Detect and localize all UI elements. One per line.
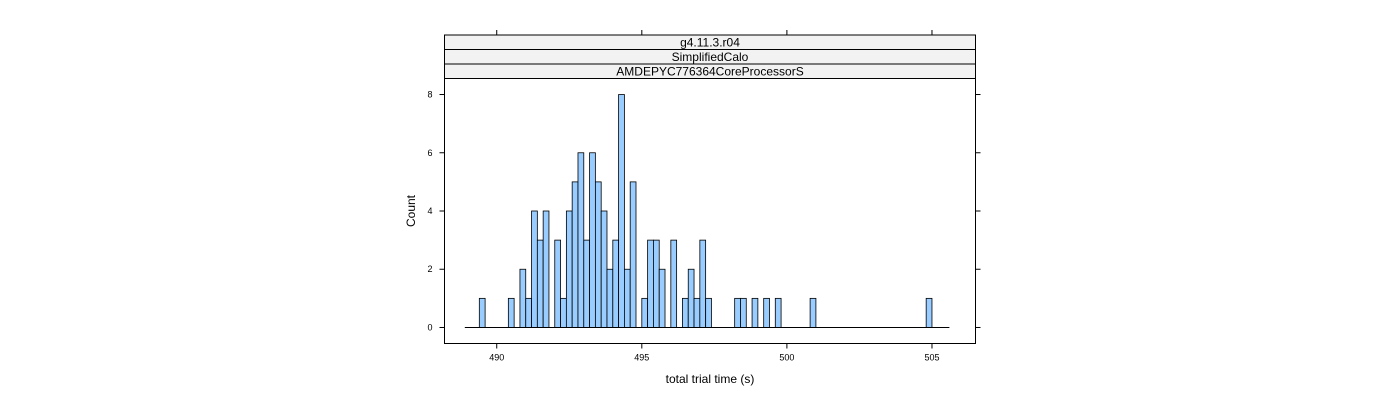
histogram-bar xyxy=(751,297,759,328)
histogram-bar xyxy=(624,268,631,328)
histogram-bar xyxy=(699,239,707,328)
histogram-bar xyxy=(565,210,573,328)
histogram-bars xyxy=(478,94,933,328)
strip-header-label: g4.11.3.r04 xyxy=(680,35,740,49)
histogram-bar xyxy=(641,297,649,328)
histogram-bar xyxy=(693,297,701,328)
y-tick-label: 2 xyxy=(427,264,432,274)
histogram-bar xyxy=(571,181,579,328)
histogram-bar xyxy=(612,239,619,328)
histogram-bar xyxy=(554,239,561,328)
x-tick-label: 500 xyxy=(779,353,794,363)
histogram-bar xyxy=(740,297,747,328)
x-tick-label: 495 xyxy=(634,353,649,363)
x-tick-label: 505 xyxy=(924,353,939,363)
strip-header-label: SimplifiedCalo xyxy=(672,50,749,64)
y-tick-label: 8 xyxy=(427,90,432,100)
x-axis-label: total trial time (s) xyxy=(666,372,755,386)
histogram-bar xyxy=(542,210,550,328)
strip-headers: g4.11.3.r04SimplifiedCaloAMDEPYC776364Co… xyxy=(444,34,976,79)
histogram-bar xyxy=(589,152,596,328)
histogram-bar xyxy=(763,297,770,328)
histogram-bar xyxy=(705,297,712,328)
histogram-bar xyxy=(519,268,527,328)
histogram-bar xyxy=(687,268,695,328)
histogram-bar xyxy=(525,297,532,328)
histogram-bar xyxy=(658,268,666,328)
histogram-bar xyxy=(531,210,538,328)
x-axis-ticks: 490 495 500 505 xyxy=(489,30,939,363)
y-tick-label: 6 xyxy=(427,148,432,158)
y-axis-label: Count xyxy=(404,194,418,227)
histogram-bar xyxy=(925,297,933,328)
y-tick-label: 0 xyxy=(427,322,432,332)
histogram-bar xyxy=(618,94,625,328)
histogram-bar xyxy=(653,239,660,328)
y-axis-ticks: 0 2 4 6 8 xyxy=(427,90,981,332)
histogram-bar xyxy=(478,297,486,328)
histogram-bar xyxy=(809,297,817,328)
histogram-bar xyxy=(774,297,782,328)
y-tick-label: 4 xyxy=(427,206,432,216)
histogram-bar xyxy=(507,297,515,328)
histogram-bar xyxy=(670,239,678,328)
histogram-bar xyxy=(606,268,614,328)
strip-header-label: AMDEPYC776364CoreProcessorS xyxy=(616,64,803,78)
histogram-bar xyxy=(577,152,585,328)
histogram-bar xyxy=(594,181,602,328)
histogram-bar xyxy=(647,239,654,328)
x-tick-label: 490 xyxy=(489,353,504,363)
histogram-bar xyxy=(536,239,544,328)
histogram-bar xyxy=(629,181,637,328)
histogram-bar xyxy=(682,297,689,328)
histogram-bar xyxy=(600,210,608,328)
histogram-bar xyxy=(583,239,590,328)
histogram-bar xyxy=(560,297,567,328)
histogram-bar xyxy=(734,297,741,328)
